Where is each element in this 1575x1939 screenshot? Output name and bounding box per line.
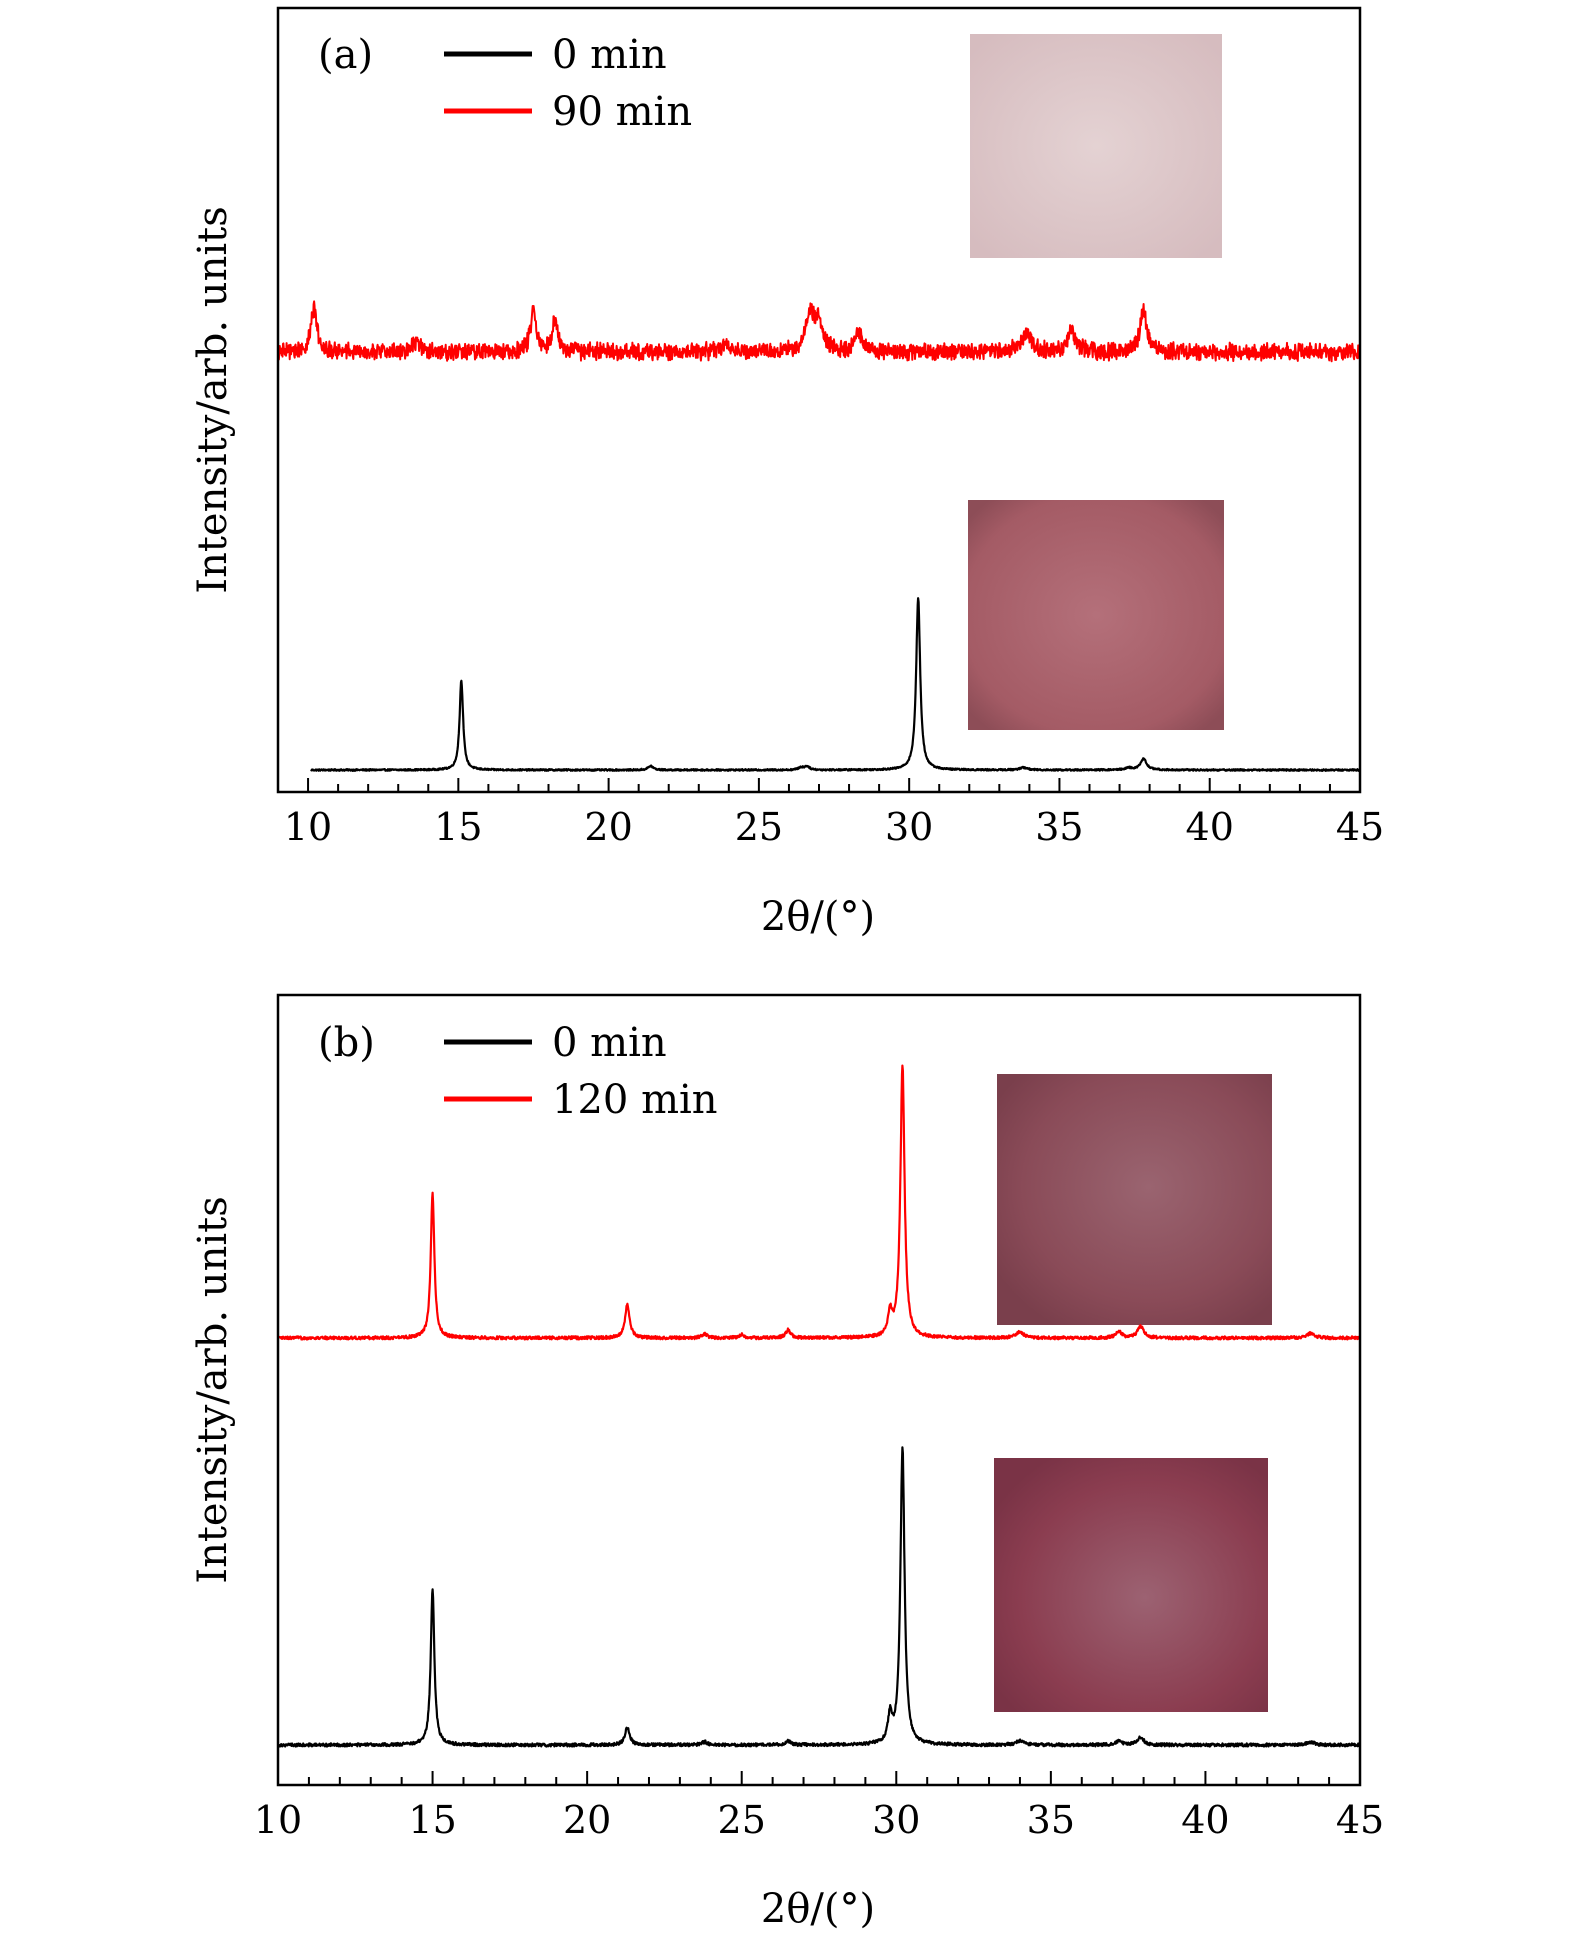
- x-tick-label: 15: [434, 805, 482, 849]
- sample-photo-0min-b: [994, 1458, 1268, 1712]
- panel-b: 10 15 20 25 30 35 40 45 (b) 0 min 120 min Inten…: [190, 993, 1384, 1932]
- x-tick-label: 25: [735, 805, 783, 849]
- sample-photo-120min: [997, 1074, 1272, 1325]
- x-tick-label: 25: [718, 1798, 766, 1842]
- panel-b-plot-frame: [276, 993, 1362, 1787]
- x-tick-label: 10: [284, 805, 332, 849]
- x-tick-label: 45: [1336, 1798, 1384, 1842]
- panel-a: 10 15 20 25 30 35 40 45 (a) 0 min 90 min Intens…: [190, 6, 1384, 940]
- x-tick-label: 40: [1181, 1798, 1229, 1842]
- panel-a-series-group: [277, 300, 1361, 772]
- panel-b-x-axis-title: 2θ/(°): [761, 1886, 875, 1932]
- x-tick-label: 30: [872, 1798, 920, 1842]
- panel-a-x-axis-title: 2θ/(°): [761, 894, 875, 940]
- panel-a-x-ticks: 10 15 20 25 30 35 40 45: [277, 778, 1384, 849]
- panel-b-legend: 0 min 120 min: [444, 1020, 718, 1123]
- series-line-0-min: [310, 597, 1361, 772]
- legend-label-0min: 0 min: [552, 32, 667, 78]
- x-tick-label: 20: [584, 805, 632, 849]
- sample-photo-0min: [968, 500, 1224, 730]
- series-line-0-min: [276, 1446, 1362, 1748]
- panel-b-label: (b): [318, 1020, 375, 1066]
- legend-label-90min: 90 min: [552, 89, 692, 135]
- x-tick-label: 35: [1027, 1798, 1075, 1842]
- panel-b-y-axis-title: Intensity/arb. units: [190, 1196, 236, 1583]
- panel-b-x-ticks: 10 15 20 25 30 35 40 45: [254, 1771, 1384, 1842]
- panel-b-insets: [994, 1074, 1272, 1712]
- x-tick-label: 45: [1336, 805, 1384, 849]
- series-line-120-min: [277, 1064, 1362, 1341]
- panel-a-insets: [968, 34, 1224, 730]
- sample-photo-90min: [970, 34, 1222, 258]
- x-tick-label: 10: [254, 1798, 302, 1842]
- x-tick-label: 35: [1035, 805, 1083, 849]
- panel-a-legend: 0 min 90 min: [444, 32, 692, 135]
- series-line-90-min: [277, 300, 1361, 363]
- legend-label-0min-b: 0 min: [552, 1020, 667, 1066]
- x-tick-label: 15: [408, 1798, 456, 1842]
- legend-label-120min: 120 min: [552, 1077, 718, 1123]
- panel-a-y-axis-title: Intensity/arb. units: [190, 206, 236, 593]
- x-tick-label: 40: [1186, 805, 1234, 849]
- panel-b-series-group: [276, 1064, 1362, 1748]
- x-tick-label: 30: [885, 805, 933, 849]
- panel-a-label: (a): [318, 32, 373, 78]
- x-tick-label: 20: [563, 1798, 611, 1842]
